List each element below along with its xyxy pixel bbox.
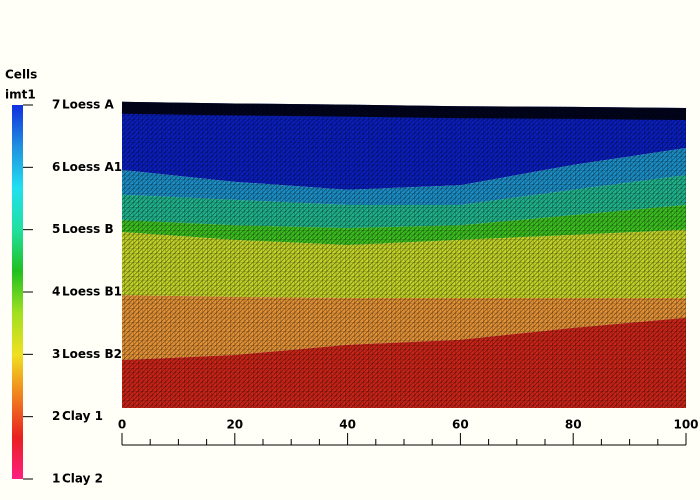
colorbar-tick-label: 6	[52, 160, 60, 174]
x-tick-label: 40	[339, 418, 356, 432]
colorbar	[12, 105, 23, 479]
colorbar-material-label: Loess A1	[62, 160, 122, 174]
colorbar-tick-label: 4	[52, 285, 60, 299]
colorbar-material-label: Clay 2	[62, 472, 103, 486]
colorbar-subtitle: imt1	[5, 88, 36, 102]
colorbar-material-label: Loess B	[62, 222, 114, 236]
mesh-overlay	[122, 101, 686, 409]
colorbar-tick-label: 7	[52, 98, 60, 112]
colorbar-material-label: Clay 1	[62, 409, 103, 423]
x-tick-label: 60	[452, 418, 469, 432]
colorbar-material-label: Loess A	[62, 98, 114, 112]
colorbar-tick-label: 3	[52, 347, 60, 361]
colorbar-material-label: Loess B1	[62, 285, 122, 299]
colorbar-material-label: Loess B2	[62, 347, 122, 361]
x-tick-label: 80	[565, 418, 582, 432]
colorbar-tick-label: 1	[52, 472, 60, 486]
surface-edge	[121, 101, 687, 120]
x-tick-label: 100	[673, 418, 698, 432]
x-tick-label: 20	[226, 418, 243, 432]
x-tick-label: 0	[118, 418, 126, 432]
colorbar-tick-label: 5	[52, 222, 60, 236]
colorbar-title: Cells	[5, 68, 37, 82]
colorbar-tick-label: 2	[52, 409, 60, 423]
